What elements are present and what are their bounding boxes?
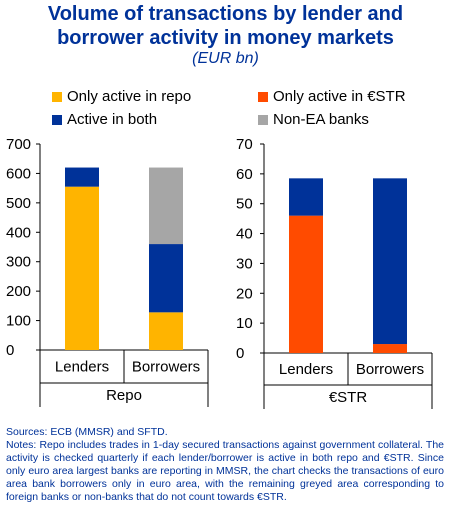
y-tick-label: 0 bbox=[236, 345, 244, 362]
y-tick-label: 50 bbox=[236, 196, 253, 213]
y-tick-label: 70 bbox=[236, 136, 253, 153]
legend-label: Non-EA banks bbox=[273, 111, 369, 128]
bar-segment bbox=[289, 215, 323, 353]
y-tick-label: 700 bbox=[6, 136, 31, 153]
bar-segment bbox=[149, 167, 183, 245]
bar-segment bbox=[65, 186, 99, 350]
x-category-label: Borrowers bbox=[132, 359, 200, 376]
x-axis-label: Repo bbox=[106, 387, 142, 404]
bar-segment bbox=[373, 344, 407, 353]
chart-title: Volume of transactions by lender and bor… bbox=[0, 2, 451, 50]
legend-item-non-ea: Non-EA banks bbox=[258, 111, 369, 129]
y-tick-label: 300 bbox=[6, 254, 31, 271]
y-tick-label: 60 bbox=[236, 166, 253, 183]
bar-segment bbox=[149, 312, 183, 350]
legend-swatch bbox=[52, 115, 62, 125]
legend-label: Only active in repo bbox=[67, 88, 192, 105]
legend-item-only-estr: Only active in €STR bbox=[258, 88, 406, 106]
y-tick-label: 10 bbox=[236, 315, 253, 332]
x-axis-label: €STR bbox=[329, 389, 368, 406]
y-tick-label: 600 bbox=[6, 165, 31, 182]
legend-item-active-both: Active in both bbox=[52, 111, 157, 129]
chart-subtitle: (EUR bn) bbox=[192, 50, 259, 67]
chart-footer: Sources: ECB (MMSR) and SFTD. Notes: Rep… bbox=[6, 426, 444, 504]
y-tick-label: 20 bbox=[236, 285, 253, 302]
footer-sources: Sources: ECB (MMSR) and SFTD. bbox=[6, 426, 168, 438]
bar-segment bbox=[373, 178, 407, 345]
y-tick-label: 0 bbox=[6, 342, 14, 359]
legend-swatch bbox=[258, 92, 268, 102]
y-tick-label: 400 bbox=[6, 224, 31, 241]
footer-notes: Notes: Repo includes trades in 1-day sec… bbox=[6, 439, 444, 503]
legend-swatch bbox=[52, 92, 62, 102]
x-category-label: Lenders bbox=[279, 361, 333, 378]
y-tick-label: 30 bbox=[236, 255, 253, 272]
x-category-label: Borrowers bbox=[356, 361, 424, 378]
y-tick-label: 200 bbox=[6, 283, 31, 300]
legend-swatch bbox=[258, 115, 268, 125]
y-tick-label: 40 bbox=[236, 226, 253, 243]
y-tick-label: 100 bbox=[6, 313, 31, 330]
bar-segment bbox=[149, 244, 183, 313]
y-tick-label: 500 bbox=[6, 195, 31, 212]
bar-segment bbox=[65, 167, 99, 187]
legend-label: Only active in €STR bbox=[273, 88, 406, 105]
legend-label: Active in both bbox=[67, 111, 158, 128]
chart-title-line-1: Volume of transactions by lender and bbox=[47, 3, 404, 25]
chart-title-line-2: borrower activity in money markets bbox=[57, 27, 394, 49]
legend-item-only-repo: Only active in repo bbox=[52, 88, 191, 106]
x-category-label: Lenders bbox=[55, 359, 109, 376]
bar-segment bbox=[289, 178, 323, 216]
